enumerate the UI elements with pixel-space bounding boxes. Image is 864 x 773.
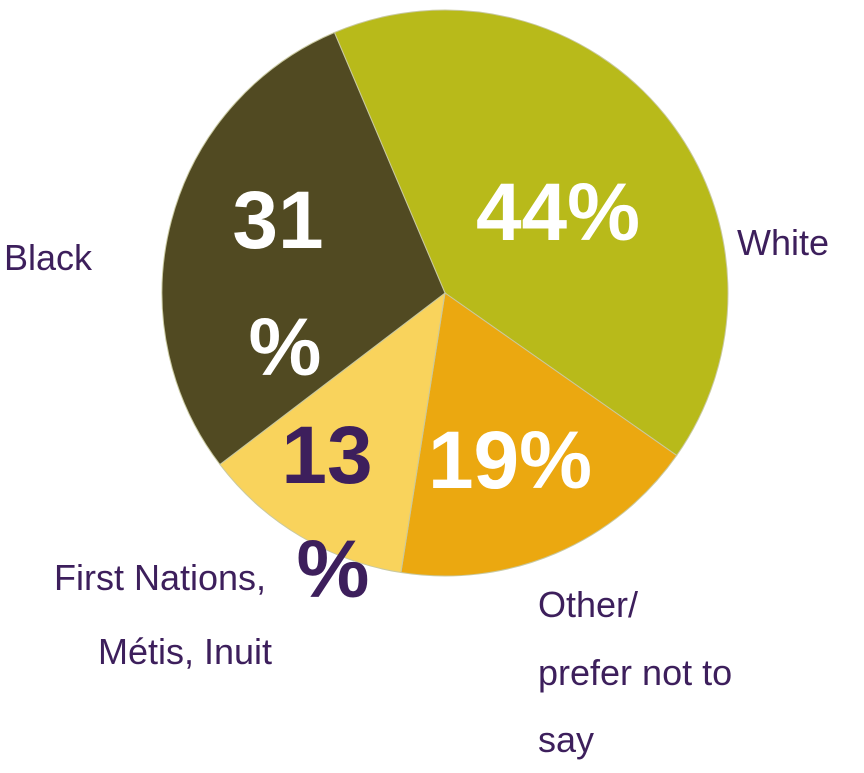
slice-value-label-first-nations-line2: % [297, 524, 370, 615]
slice-category-label-other-line3: say [538, 719, 594, 760]
slice-category-label-other-line1: Other/ [538, 584, 638, 625]
slice-category-label-white: White [737, 222, 829, 263]
pie-slice-black [161, 31, 446, 466]
slice-category-label-black: Black [4, 237, 93, 278]
slice-value-label-black-line2: % [249, 302, 322, 393]
pie-slice-white [333, 9, 729, 457]
slice-category-label-first-nations-line1: First Nations, [54, 557, 266, 598]
slice-value-label-white: 44% [476, 167, 640, 258]
slice-value-label-other: 19% [428, 415, 592, 506]
slice-category-label-other-line2: prefer not to [538, 652, 732, 693]
slice-category-label-first-nations-line2: Métis, Inuit [98, 631, 272, 672]
pie-slice-other-prefer-not-to-say [400, 292, 678, 577]
slice-value-label-black-line1: 31 [232, 175, 323, 266]
slices-layer [161, 9, 729, 577]
slice-value-label-first-nations-line1: 13 [281, 410, 372, 501]
pie-slice-first-nations-m-tis-inuit [219, 291, 446, 574]
